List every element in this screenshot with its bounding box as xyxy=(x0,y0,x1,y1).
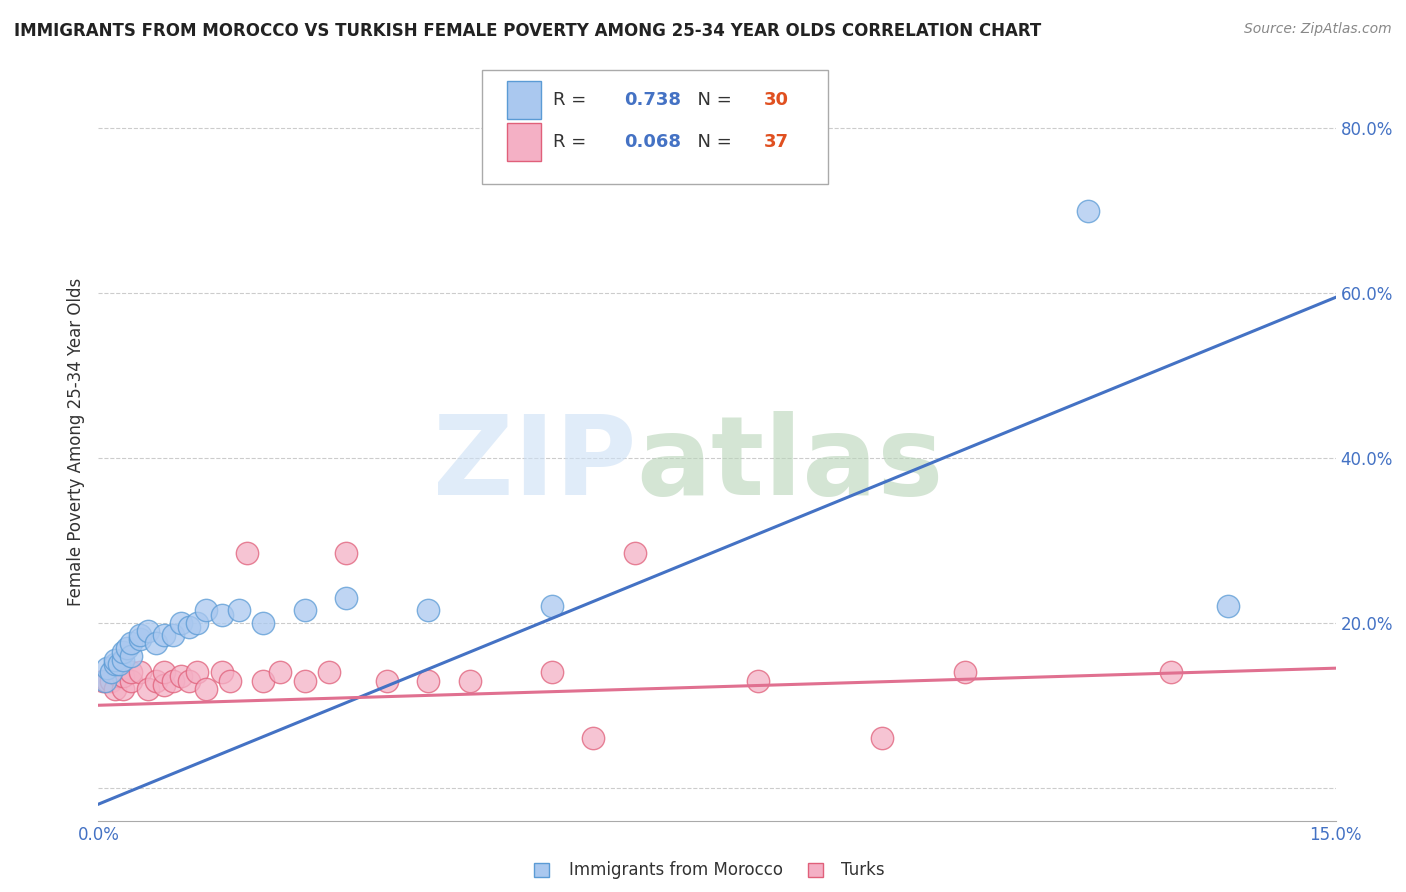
Point xyxy=(623,546,645,560)
Text: Immigrants from Morocco: Immigrants from Morocco xyxy=(569,861,783,879)
Point xyxy=(1218,599,1240,614)
Point xyxy=(458,673,481,688)
FancyBboxPatch shape xyxy=(482,70,828,184)
Point xyxy=(179,620,201,634)
Point xyxy=(418,603,440,617)
Point xyxy=(145,673,167,688)
FancyBboxPatch shape xyxy=(506,123,541,161)
Point xyxy=(870,731,893,746)
Y-axis label: Female Poverty Among 25-34 Year Olds: Female Poverty Among 25-34 Year Olds xyxy=(66,277,84,606)
Point xyxy=(96,661,118,675)
Point xyxy=(162,628,184,642)
Point xyxy=(128,632,150,647)
Point xyxy=(145,636,167,650)
Point xyxy=(582,731,605,746)
Point xyxy=(953,665,976,680)
Text: R =: R = xyxy=(553,91,592,110)
Point xyxy=(128,628,150,642)
Point xyxy=(375,673,398,688)
Point xyxy=(294,603,316,617)
Point xyxy=(120,673,142,688)
Point xyxy=(335,546,357,560)
Point xyxy=(112,681,135,696)
Point xyxy=(112,653,135,667)
Point xyxy=(100,665,122,680)
Text: R =: R = xyxy=(553,133,592,151)
Point xyxy=(318,665,340,680)
Point xyxy=(194,681,217,696)
Point xyxy=(104,657,127,671)
Text: Source: ZipAtlas.com: Source: ZipAtlas.com xyxy=(1244,22,1392,37)
Point xyxy=(186,615,208,630)
Point xyxy=(170,669,193,683)
Text: ZIP: ZIP xyxy=(433,411,637,517)
Point xyxy=(186,665,208,680)
Point xyxy=(418,673,440,688)
Point xyxy=(541,599,564,614)
Point xyxy=(228,603,250,617)
Point xyxy=(211,665,233,680)
Point xyxy=(117,640,139,655)
Point xyxy=(136,624,159,639)
Point xyxy=(120,636,142,650)
Point xyxy=(236,546,259,560)
Text: N =: N = xyxy=(686,133,738,151)
Point xyxy=(1077,203,1099,218)
Point xyxy=(294,673,316,688)
Point xyxy=(541,665,564,680)
Point xyxy=(112,645,135,659)
Text: 0.068: 0.068 xyxy=(624,133,682,151)
Point xyxy=(194,603,217,617)
Text: atlas: atlas xyxy=(637,411,943,517)
Point xyxy=(747,673,769,688)
Text: 37: 37 xyxy=(763,133,789,151)
Point xyxy=(108,657,131,671)
Point xyxy=(112,669,135,683)
Text: Turks: Turks xyxy=(841,861,884,879)
Point xyxy=(91,673,114,688)
Text: 0.738: 0.738 xyxy=(624,91,682,110)
FancyBboxPatch shape xyxy=(506,81,541,120)
Point xyxy=(100,673,122,688)
Point xyxy=(1160,665,1182,680)
Point xyxy=(104,681,127,696)
Point xyxy=(120,648,142,663)
Point xyxy=(94,673,117,688)
Point xyxy=(252,673,274,688)
Point xyxy=(136,681,159,696)
Point xyxy=(96,673,118,688)
Point xyxy=(162,673,184,688)
Text: 30: 30 xyxy=(763,91,789,110)
Point xyxy=(179,673,201,688)
Point xyxy=(153,678,176,692)
Point xyxy=(153,665,176,680)
Point xyxy=(153,628,176,642)
Point xyxy=(219,673,242,688)
Point xyxy=(252,615,274,630)
Point xyxy=(128,665,150,680)
Text: IMMIGRANTS FROM MOROCCO VS TURKISH FEMALE POVERTY AMONG 25-34 YEAR OLDS CORRELAT: IMMIGRANTS FROM MOROCCO VS TURKISH FEMAL… xyxy=(14,22,1042,40)
Point xyxy=(211,607,233,622)
Point xyxy=(104,653,127,667)
Point xyxy=(108,669,131,683)
Point xyxy=(120,665,142,680)
Point xyxy=(170,615,193,630)
Text: N =: N = xyxy=(686,91,738,110)
Point xyxy=(335,591,357,606)
Point xyxy=(269,665,291,680)
